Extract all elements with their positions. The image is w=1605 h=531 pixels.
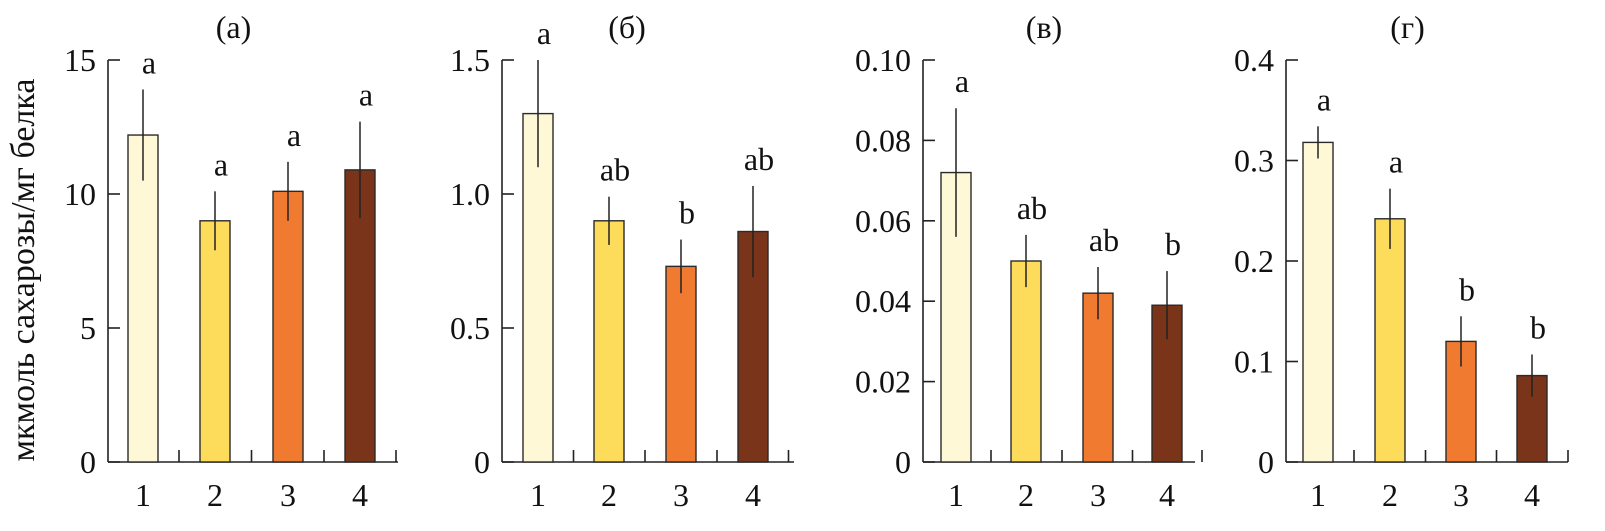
chart-panel-1: (а) 0 5 10 15 a 1 a 2 a 3 a 4 — [64, 9, 398, 513]
significance-letter: b — [679, 195, 695, 231]
panel-title: (г) — [1390, 9, 1424, 45]
significance-letter: ab — [1017, 190, 1047, 226]
bar-4 — [344, 169, 376, 463]
y-tick-label: 5 — [80, 310, 96, 346]
chart-panel-2: (б) 0 0.5 1.0 1.5 a 1 ab 2 b 3 ab 4 — [450, 9, 794, 513]
y-tick-label: 10 — [64, 176, 96, 212]
bar-2 — [1374, 218, 1406, 463]
significance-letter: ab — [600, 152, 630, 188]
bar-2 — [199, 220, 231, 463]
x-tick-label: 4 — [1159, 477, 1175, 513]
significance-letter: ab — [1089, 222, 1119, 258]
y-axis-label: мкмоль сахарозы/мг белка — [5, 79, 42, 462]
y-tick-label: 0.04 — [855, 283, 911, 319]
y-tick-label: 1.0 — [450, 176, 490, 212]
panel-title: (в) — [1026, 9, 1062, 45]
y-tick-label: 0.06 — [855, 203, 911, 239]
panel-title: (б) — [608, 9, 646, 45]
y-tick-label: 0 — [1258, 444, 1274, 480]
x-tick-label: 3 — [280, 477, 296, 513]
x-tick-label: 4 — [1524, 477, 1540, 513]
x-tick-label: 2 — [601, 477, 617, 513]
y-tick-label: 0.02 — [855, 364, 911, 400]
significance-letter: a — [359, 77, 373, 113]
bar-3 — [272, 190, 304, 463]
x-tick-label: 3 — [1090, 477, 1106, 513]
significance-letter: ab — [744, 141, 774, 177]
x-tick-label: 1 — [948, 477, 964, 513]
y-tick-label: 0.08 — [855, 122, 911, 158]
bar-2 — [1010, 260, 1042, 463]
chart-panel-3: (в) 0 0.02 0.04 0.06 0.08 0.10 a 1 ab 2 ab 3 b 4 — [855, 9, 1203, 513]
x-tick-label: 3 — [673, 477, 689, 513]
panel-title: (а) — [216, 9, 252, 45]
significance-letter: b — [1459, 271, 1475, 307]
x-tick-label: 2 — [207, 477, 223, 513]
significance-letter: a — [214, 146, 228, 182]
significance-letter: a — [1389, 144, 1403, 180]
y-tick-label: 0.10 — [855, 42, 911, 78]
y-tick-label: 1.5 — [450, 42, 490, 78]
significance-letter: b — [1530, 309, 1546, 345]
x-tick-label: 4 — [745, 477, 761, 513]
y-tick-label: 0.5 — [450, 310, 490, 346]
bar-2 — [593, 220, 625, 463]
x-tick-label: 1 — [135, 477, 151, 513]
y-tick-label: 0.2 — [1234, 243, 1274, 279]
bar-1 — [1302, 141, 1334, 463]
x-tick-label: 1 — [1310, 477, 1326, 513]
x-tick-label: 1 — [530, 477, 546, 513]
significance-letter: a — [142, 44, 156, 80]
x-tick-label: 4 — [352, 477, 368, 513]
y-tick-label: 0.3 — [1234, 143, 1274, 179]
x-tick-label: 2 — [1018, 477, 1034, 513]
y-tick-label: 0.4 — [1234, 42, 1274, 78]
bar-1 — [127, 134, 159, 463]
y-tick-label: 0 — [895, 444, 911, 480]
y-tick-label: 15 — [64, 42, 96, 78]
bar-1 — [522, 112, 554, 463]
significance-letter: a — [1317, 81, 1331, 117]
significance-letter: b — [1165, 226, 1181, 262]
significance-letter: a — [537, 15, 551, 51]
y-tick-label: 0.1 — [1234, 344, 1274, 380]
y-tick-label: 0 — [474, 444, 490, 480]
x-tick-label: 2 — [1382, 477, 1398, 513]
significance-letter: a — [287, 117, 301, 153]
bar-3 — [665, 265, 697, 463]
chart-panel-4: (г) 0 0.1 0.2 0.3 0.4 a 1 a 2 b 3 b 4 — [1234, 9, 1569, 513]
significance-letter: a — [955, 63, 969, 99]
x-tick-label: 3 — [1453, 477, 1469, 513]
y-tick-label: 0 — [80, 444, 96, 480]
